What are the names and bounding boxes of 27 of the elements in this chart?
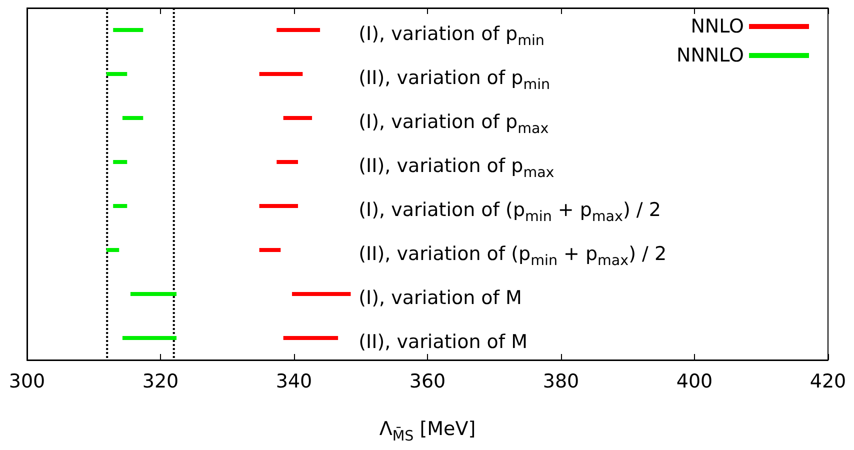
- bar: [276, 160, 298, 164]
- bar: [113, 204, 128, 208]
- x-tick-label: 320: [142, 370, 179, 392]
- bar: [292, 292, 351, 296]
- x-tick-label: 300: [8, 370, 46, 392]
- legend-label: NNLO: [690, 16, 744, 38]
- bar: [113, 160, 128, 164]
- legend-label: NNNLO: [676, 44, 744, 66]
- bar: [106, 72, 128, 76]
- bar: [122, 116, 144, 120]
- x-tick-label: 420: [810, 370, 846, 392]
- x-tick-label: 360: [409, 370, 446, 392]
- y-tick-label: (I), variation of M: [358, 286, 522, 309]
- bar: [122, 336, 177, 340]
- y-tick-label: (II), variation of M: [358, 330, 528, 353]
- bar: [259, 72, 303, 76]
- bar: [113, 28, 144, 32]
- bar: [259, 204, 298, 208]
- bar: [130, 292, 177, 296]
- bar: [283, 116, 312, 120]
- bar: [283, 336, 338, 340]
- x-tick-label: 400: [676, 370, 713, 392]
- bar: [276, 28, 320, 32]
- x-tick-label: 340: [276, 370, 312, 392]
- x-tick-label: 380: [542, 370, 580, 392]
- bar: [106, 248, 120, 252]
- bar: [259, 248, 281, 252]
